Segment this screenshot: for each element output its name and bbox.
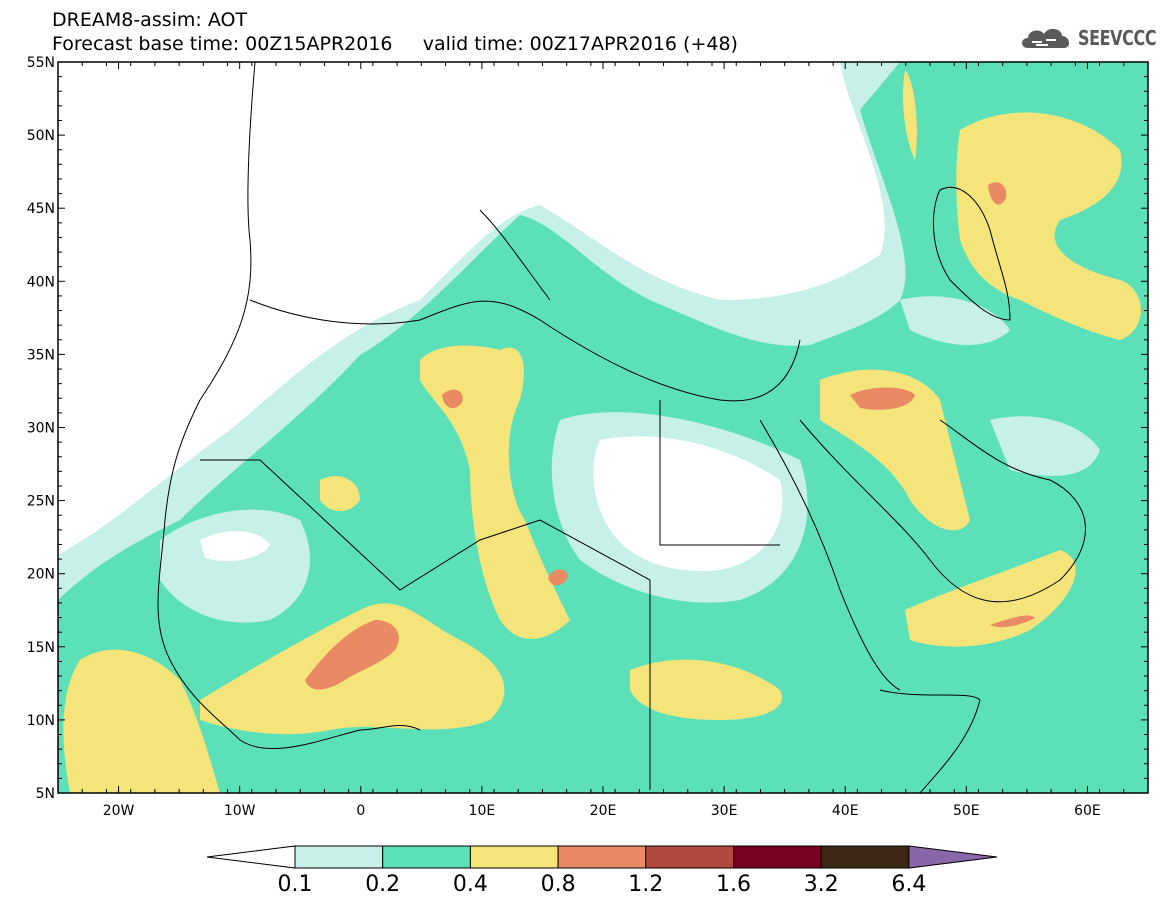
aot-contour-0.4-gulf-guinea xyxy=(63,649,220,793)
clean-patch-arabia xyxy=(990,416,1100,476)
lat-tick-label: 10N xyxy=(27,713,55,729)
colorbar-swatch xyxy=(820,845,910,869)
aot-contour-0.4-yemen xyxy=(905,550,1076,647)
aot-contour-0.4-chad xyxy=(630,659,782,720)
colorbar-swatch xyxy=(382,845,471,869)
lon-tick-label: 60E xyxy=(1074,803,1101,819)
colorbar-level-label: 0.2 xyxy=(365,872,400,897)
clean-patch-caspian xyxy=(900,296,1010,345)
valid-time: valid time: 00Z17APR2016 (+48) xyxy=(422,33,738,55)
lon-tick-label: 10W xyxy=(224,803,256,819)
aot-contour-0.8-niger xyxy=(305,620,399,690)
coast-mediterranean xyxy=(249,299,801,402)
coastlines xyxy=(157,62,1086,793)
colorbar-extend-high xyxy=(908,845,998,869)
latitude-axis: 5N 10N 15N 20N 25N 30N 35N 40N 45N 50N 55N xyxy=(27,55,1148,802)
aot-contour-0.4-morocco xyxy=(320,476,360,512)
lon-tick-label: 30E xyxy=(711,803,738,819)
lat-tick-label: 30N xyxy=(27,421,55,437)
lon-tick-label: 0 xyxy=(356,803,365,819)
coast-horn-africa xyxy=(879,689,981,793)
coast-west-africa xyxy=(157,62,421,750)
aot-contour-0.8-libya xyxy=(548,569,568,586)
lat-tick-label: 50N xyxy=(27,128,55,144)
lon-tick-label: 20W xyxy=(103,803,135,819)
base-time: Forecast base time: 00Z15APR2016 xyxy=(52,33,393,55)
lat-tick-label: 25N xyxy=(27,494,55,510)
colorbar-level-label: 0.8 xyxy=(541,872,576,897)
clean-patch-sahara-east-core xyxy=(593,436,783,571)
colorbar-level-label: 3.2 xyxy=(804,872,839,897)
aot-contour-0.4-kazakh-west xyxy=(903,70,917,160)
logo-text: SEEVCCC xyxy=(1078,26,1157,50)
lat-tick-label: 5N xyxy=(36,786,55,802)
lat-tick-label: 35N xyxy=(27,347,55,363)
cloud-icon xyxy=(1022,28,1070,48)
colorbar-extend-low xyxy=(206,845,296,869)
aot-contour-0.8-iraq xyxy=(850,387,915,410)
coast-caspian xyxy=(932,186,1011,321)
colorbar-level-label: 1.2 xyxy=(628,872,663,897)
aot-contour-0.8-algeria xyxy=(442,389,463,409)
lat-tick-label: 20N xyxy=(27,567,55,583)
aot-field xyxy=(58,62,1148,793)
clean-patch-west xyxy=(160,509,310,623)
colorbar-swatch xyxy=(733,845,822,869)
lon-tick-label: 10E xyxy=(469,803,496,819)
lon-tick-label: 50E xyxy=(953,803,980,819)
colorbar-swatch xyxy=(645,845,734,869)
seevccc-logo: SEEVCCC xyxy=(1018,24,1165,52)
coast-italy xyxy=(479,209,551,301)
clean-patch-west-core xyxy=(200,530,270,562)
lat-tick-label: 45N xyxy=(27,201,55,217)
lon-tick-label: 20E xyxy=(590,803,617,819)
colorbar-level-label: 1.6 xyxy=(716,872,751,897)
border-libya-egypt xyxy=(659,400,780,546)
colorbar-level-label: 0.4 xyxy=(453,872,488,897)
lat-tick-label: 15N xyxy=(27,640,55,656)
longitude-axis: 20W 10W 0 10E 20E 30E 40E 50E 60E xyxy=(57,62,1149,819)
aot-contour-0.4-iraq xyxy=(820,369,970,531)
colorbar-swatch xyxy=(294,845,384,869)
coast-red-sea xyxy=(759,419,901,691)
colorbar: 0.1 0.2 0.4 0.8 1.2 1.6 3.2 6.4 xyxy=(206,845,998,897)
colorbar-swatch xyxy=(557,845,647,869)
aot-contour-0.8-yemen xyxy=(990,615,1035,628)
lon-tick-label: 40E xyxy=(832,803,859,819)
lat-tick-label: 40N xyxy=(27,274,55,290)
lat-tick-label: 55N xyxy=(27,55,55,71)
border-sahara-north xyxy=(200,459,651,790)
coast-arabia xyxy=(799,419,1086,603)
aot-contour-0.4-algeria xyxy=(420,345,570,639)
time-info: Forecast base time: 00Z15APR2016 valid t… xyxy=(52,33,738,55)
map-title: DREAM8-assim: AOT xyxy=(52,9,248,31)
colorbar-swatch xyxy=(469,845,559,869)
aot-contour-0.8-aral xyxy=(988,182,1007,205)
colorbar-level-label: 6.4 xyxy=(891,872,926,897)
aot-contour-0.4-kazakh xyxy=(956,112,1141,340)
colorbar-level-label: 0.1 xyxy=(278,872,313,897)
